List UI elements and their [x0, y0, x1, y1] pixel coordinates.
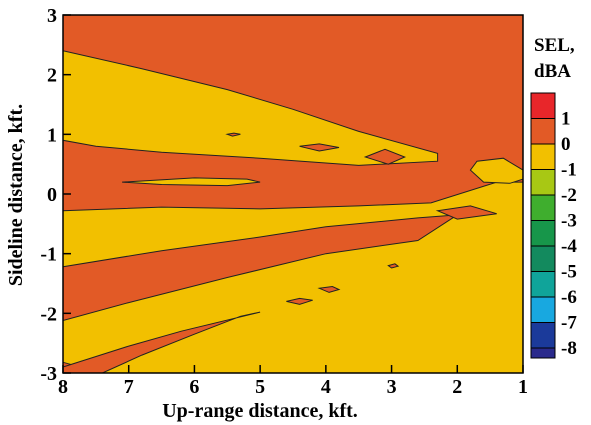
legend-swatch — [530, 143, 556, 170]
contour-region-11 — [435, 205, 497, 220]
legend-swatch — [530, 271, 556, 298]
legend-label: -4 — [561, 236, 577, 257]
legend-label: -8 — [561, 338, 577, 359]
legend-title-line2: dBA — [534, 61, 571, 82]
contour-region-0 — [62, 181, 524, 374]
contour-region-9 — [299, 143, 340, 152]
x-tick-label: 6 — [189, 376, 199, 398]
y-axis: 3 2 1 0 -1 -2 -3 — [40, 5, 71, 385]
y-tick-label: 3 — [47, 5, 57, 27]
x-axis-title: Up-range distance, kft. — [162, 400, 358, 422]
x-tick-label: 8 — [58, 376, 68, 398]
plot-area — [62, 14, 524, 374]
contour-regions — [62, 50, 524, 374]
legend-label: -2 — [561, 185, 577, 206]
legend-label: -3 — [561, 211, 577, 232]
y-tick-label: 0 — [47, 184, 57, 206]
legend-label: -6 — [561, 287, 577, 308]
x-tick-label: 2 — [452, 376, 462, 398]
legend-swatch — [530, 118, 556, 145]
contour-region-5 — [286, 297, 313, 305]
x-tick-label: 1 — [518, 376, 528, 398]
y-axis-title: Sideline distance, kft. — [5, 104, 27, 286]
contour-region-3 — [469, 157, 524, 184]
contour-region-8 — [225, 132, 241, 137]
y-tick-label: -3 — [40, 363, 57, 385]
legend-swatch — [530, 92, 556, 119]
legend-swatch — [530, 245, 556, 272]
legend-swatch — [530, 347, 556, 359]
legend-label: 0 — [561, 134, 571, 155]
y-tick-label: 1 — [47, 124, 57, 146]
y-tick-label: 2 — [47, 65, 57, 87]
y-tick-label: -1 — [40, 244, 57, 266]
contour-region-1 — [62, 50, 439, 166]
legend: SEL, dBA 1 0 -1 -2 -3 -4 -5 -6 -7 -8 — [530, 35, 577, 359]
legend-label: -7 — [561, 313, 577, 334]
x-tick-label: 3 — [387, 376, 397, 398]
legend-swatch — [530, 296, 556, 323]
x-axis: 8 7 6 5 4 3 2 1 — [58, 365, 528, 398]
legend-label: -1 — [561, 160, 577, 181]
legend-colorbar: 1 0 -1 -2 -3 -4 -5 -6 -7 -8 — [530, 92, 577, 359]
contour-region-2 — [122, 177, 261, 187]
legend-swatch — [530, 194, 556, 221]
contour-region-6 — [317, 285, 341, 293]
legend-title-line1: SEL, — [534, 35, 575, 56]
x-tick-label: 4 — [321, 376, 331, 398]
legend-swatch — [530, 169, 556, 196]
contour-region-10 — [363, 148, 407, 165]
x-tick-label: 7 — [124, 376, 134, 398]
legend-swatch — [530, 220, 556, 247]
y-tick-label: -2 — [40, 303, 57, 325]
legend-label: -5 — [561, 262, 577, 283]
legend-swatch — [530, 322, 556, 349]
contour-region-7 — [387, 263, 400, 269]
x-tick-label: 5 — [255, 376, 265, 398]
legend-label: 1 — [561, 109, 571, 130]
